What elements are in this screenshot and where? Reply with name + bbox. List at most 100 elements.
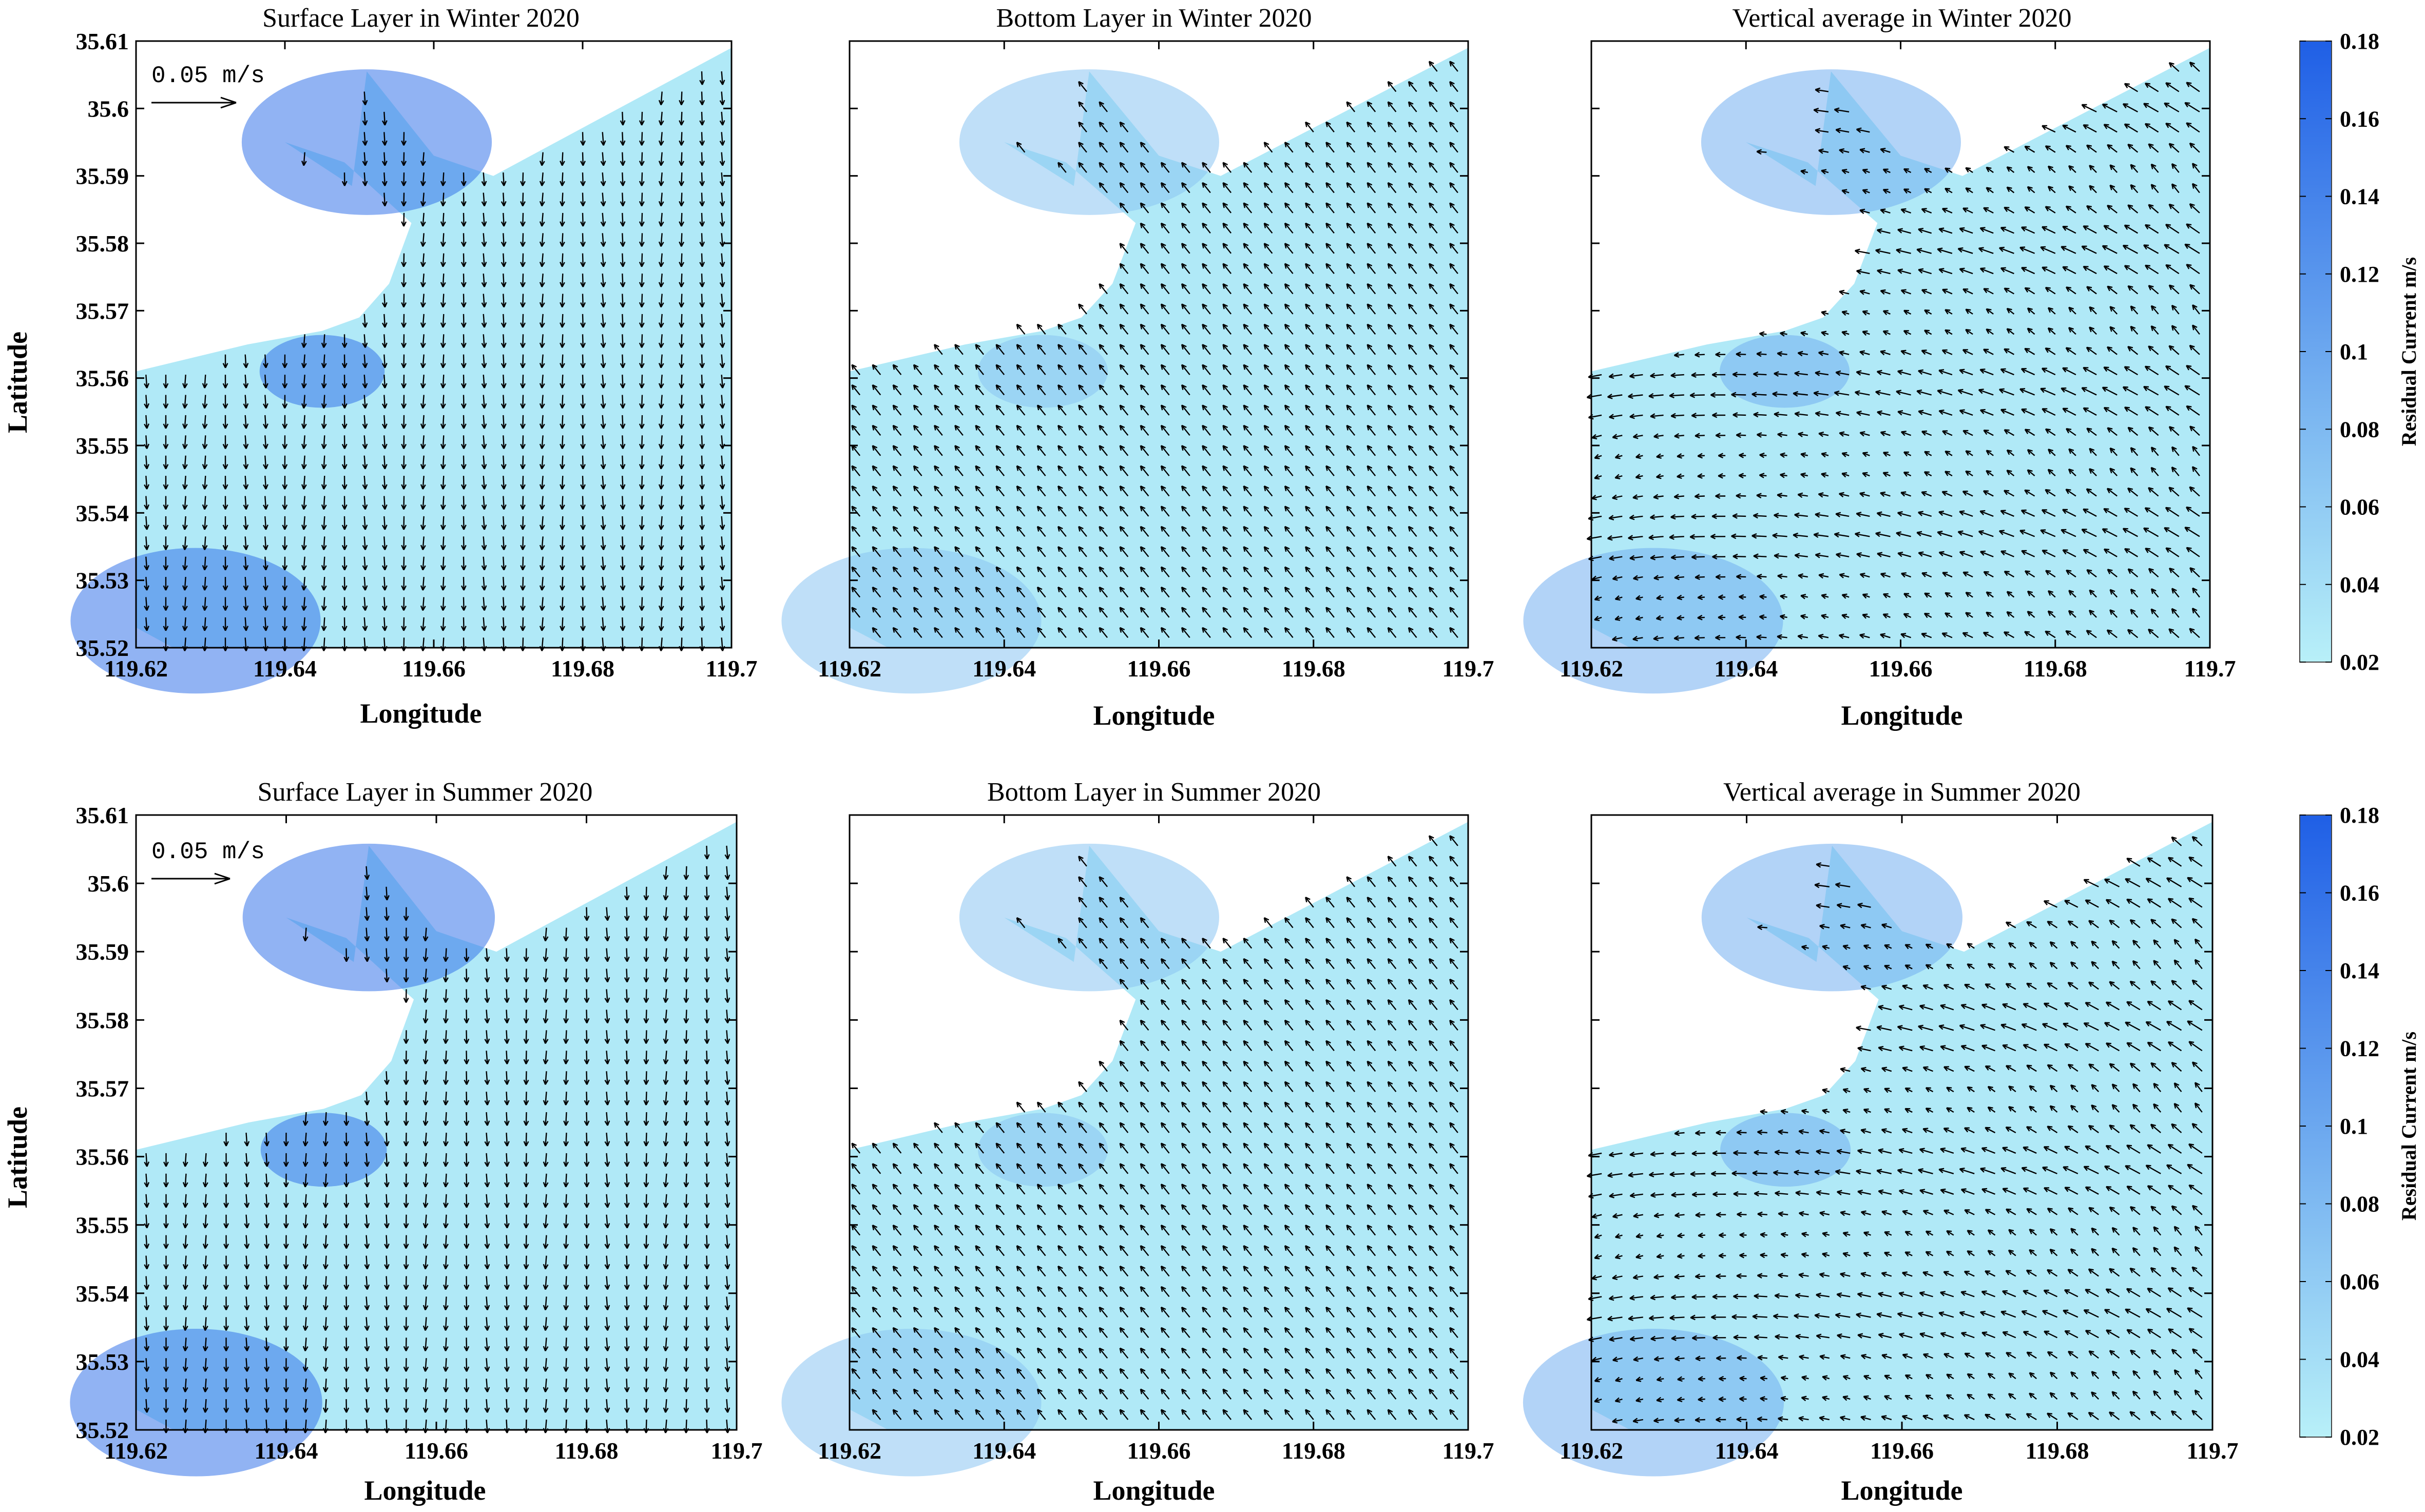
current-arrow bbox=[440, 496, 446, 510]
current-arrow bbox=[658, 395, 664, 409]
current-arrow bbox=[282, 415, 288, 429]
current-arrow bbox=[202, 577, 208, 591]
current-arrow bbox=[560, 334, 565, 348]
current-arrow bbox=[639, 455, 645, 470]
current-arrow bbox=[202, 476, 208, 490]
current-arrow bbox=[658, 172, 664, 186]
current-arrow bbox=[202, 516, 208, 530]
current-arrow bbox=[420, 536, 426, 550]
current-arrow bbox=[243, 516, 249, 530]
current-arrow bbox=[182, 395, 188, 409]
current-arrow bbox=[222, 395, 228, 409]
current-arrow bbox=[263, 496, 268, 510]
current-arrow bbox=[341, 536, 348, 550]
current-arrow bbox=[520, 395, 526, 409]
current-arrow bbox=[440, 354, 446, 369]
current-arrow bbox=[163, 415, 169, 429]
current-arrow bbox=[282, 395, 288, 409]
current-arrow bbox=[163, 597, 169, 611]
current-arrow bbox=[620, 536, 626, 550]
current-arrow bbox=[539, 597, 545, 611]
current-arrow bbox=[362, 375, 368, 389]
current-arrow bbox=[658, 577, 664, 591]
current-arrow bbox=[501, 496, 507, 510]
current-arrow bbox=[420, 334, 426, 348]
current-arrow bbox=[362, 577, 368, 591]
current-arrow bbox=[301, 556, 307, 571]
x-tick-label: 119.7 bbox=[2187, 1438, 2239, 1464]
current-arrow bbox=[719, 617, 725, 631]
current-arrow bbox=[539, 294, 545, 308]
colorbar-label: Residual Current m/s bbox=[2397, 257, 2420, 446]
colorbar-summer: 0.02 0.04 0.06 0.08 0.1 0.12 0.14 0.16 0.18 Resi… bbox=[2299, 803, 2420, 1450]
current-arrow bbox=[658, 294, 664, 308]
current-arrow bbox=[699, 516, 705, 530]
current-arrow bbox=[481, 556, 487, 571]
current-arrow bbox=[321, 455, 327, 470]
current-arrow bbox=[301, 375, 307, 389]
current-arrow bbox=[560, 294, 565, 308]
current-arrow bbox=[2004, 146, 2014, 153]
current-arrow bbox=[699, 152, 705, 166]
current-arrow bbox=[620, 354, 626, 369]
current-arrow bbox=[460, 212, 467, 227]
current-arrow bbox=[699, 334, 705, 348]
quiver-scale: 0.05 m/s bbox=[151, 63, 265, 109]
current-arrow bbox=[580, 233, 586, 247]
current-arrow bbox=[481, 577, 487, 591]
current-arrow bbox=[420, 435, 426, 449]
current-arrow bbox=[679, 556, 685, 571]
colorbar-tick-label: 0.16 bbox=[2340, 106, 2379, 131]
current-arrow bbox=[282, 597, 288, 611]
current-arrow bbox=[679, 111, 685, 126]
current-arrow bbox=[263, 435, 268, 449]
x-tick-label: 119.64 bbox=[255, 1438, 318, 1464]
current-arrow bbox=[282, 556, 288, 571]
current-arrow bbox=[501, 516, 507, 530]
current-arrow bbox=[381, 617, 388, 631]
current-arrow bbox=[560, 192, 565, 207]
y-tick-label: 35.61 bbox=[76, 802, 129, 828]
current-arrow bbox=[658, 354, 664, 369]
current-arrow bbox=[600, 496, 606, 510]
current-arrow bbox=[560, 354, 565, 369]
current-arrow bbox=[481, 516, 487, 530]
current-arrow bbox=[620, 435, 626, 449]
current-arrow bbox=[699, 496, 705, 510]
current-arrow bbox=[679, 253, 685, 267]
current-arrow bbox=[560, 516, 565, 530]
current-arrow bbox=[539, 152, 545, 166]
current-arrow bbox=[341, 496, 348, 510]
current-arrow bbox=[263, 597, 268, 611]
current-arrow bbox=[341, 556, 348, 571]
current-arrow bbox=[163, 536, 169, 550]
current-arrow bbox=[520, 556, 526, 571]
current-arrow bbox=[520, 354, 526, 369]
panel-title: Vertical average in Summer 2020 bbox=[1723, 778, 2081, 807]
x-tick-label: 119.7 bbox=[1442, 1438, 1494, 1464]
panel-surface-winter: Surface Layer in Winter 2020 119.62 119.6… bbox=[2, 4, 757, 729]
current-arrow bbox=[301, 577, 307, 591]
current-arrow bbox=[1078, 303, 1087, 315]
current-arrow bbox=[539, 395, 545, 409]
current-arrow bbox=[699, 71, 705, 85]
current-arrow bbox=[639, 496, 645, 510]
current-arrow bbox=[182, 455, 188, 470]
current-arrow bbox=[460, 354, 467, 369]
y-tick-label: 35.55 bbox=[76, 433, 129, 459]
y-tick-label: 35.57 bbox=[76, 1075, 129, 1101]
current-arrow bbox=[620, 212, 626, 227]
current-arrow bbox=[440, 395, 446, 409]
current-arrow bbox=[341, 172, 348, 186]
y-tick-label: 35.6 bbox=[88, 95, 129, 122]
current-arrow bbox=[639, 435, 645, 449]
x-tick-label: 119.7 bbox=[2184, 655, 2236, 682]
current-arrow bbox=[679, 274, 685, 287]
current-arrow bbox=[481, 314, 487, 328]
current-arrow bbox=[144, 556, 150, 571]
current-arrow bbox=[679, 536, 685, 550]
speed-patch bbox=[1720, 1113, 1851, 1187]
current-arrow bbox=[182, 415, 188, 429]
current-arrow bbox=[699, 314, 705, 328]
current-arrow bbox=[560, 375, 565, 389]
